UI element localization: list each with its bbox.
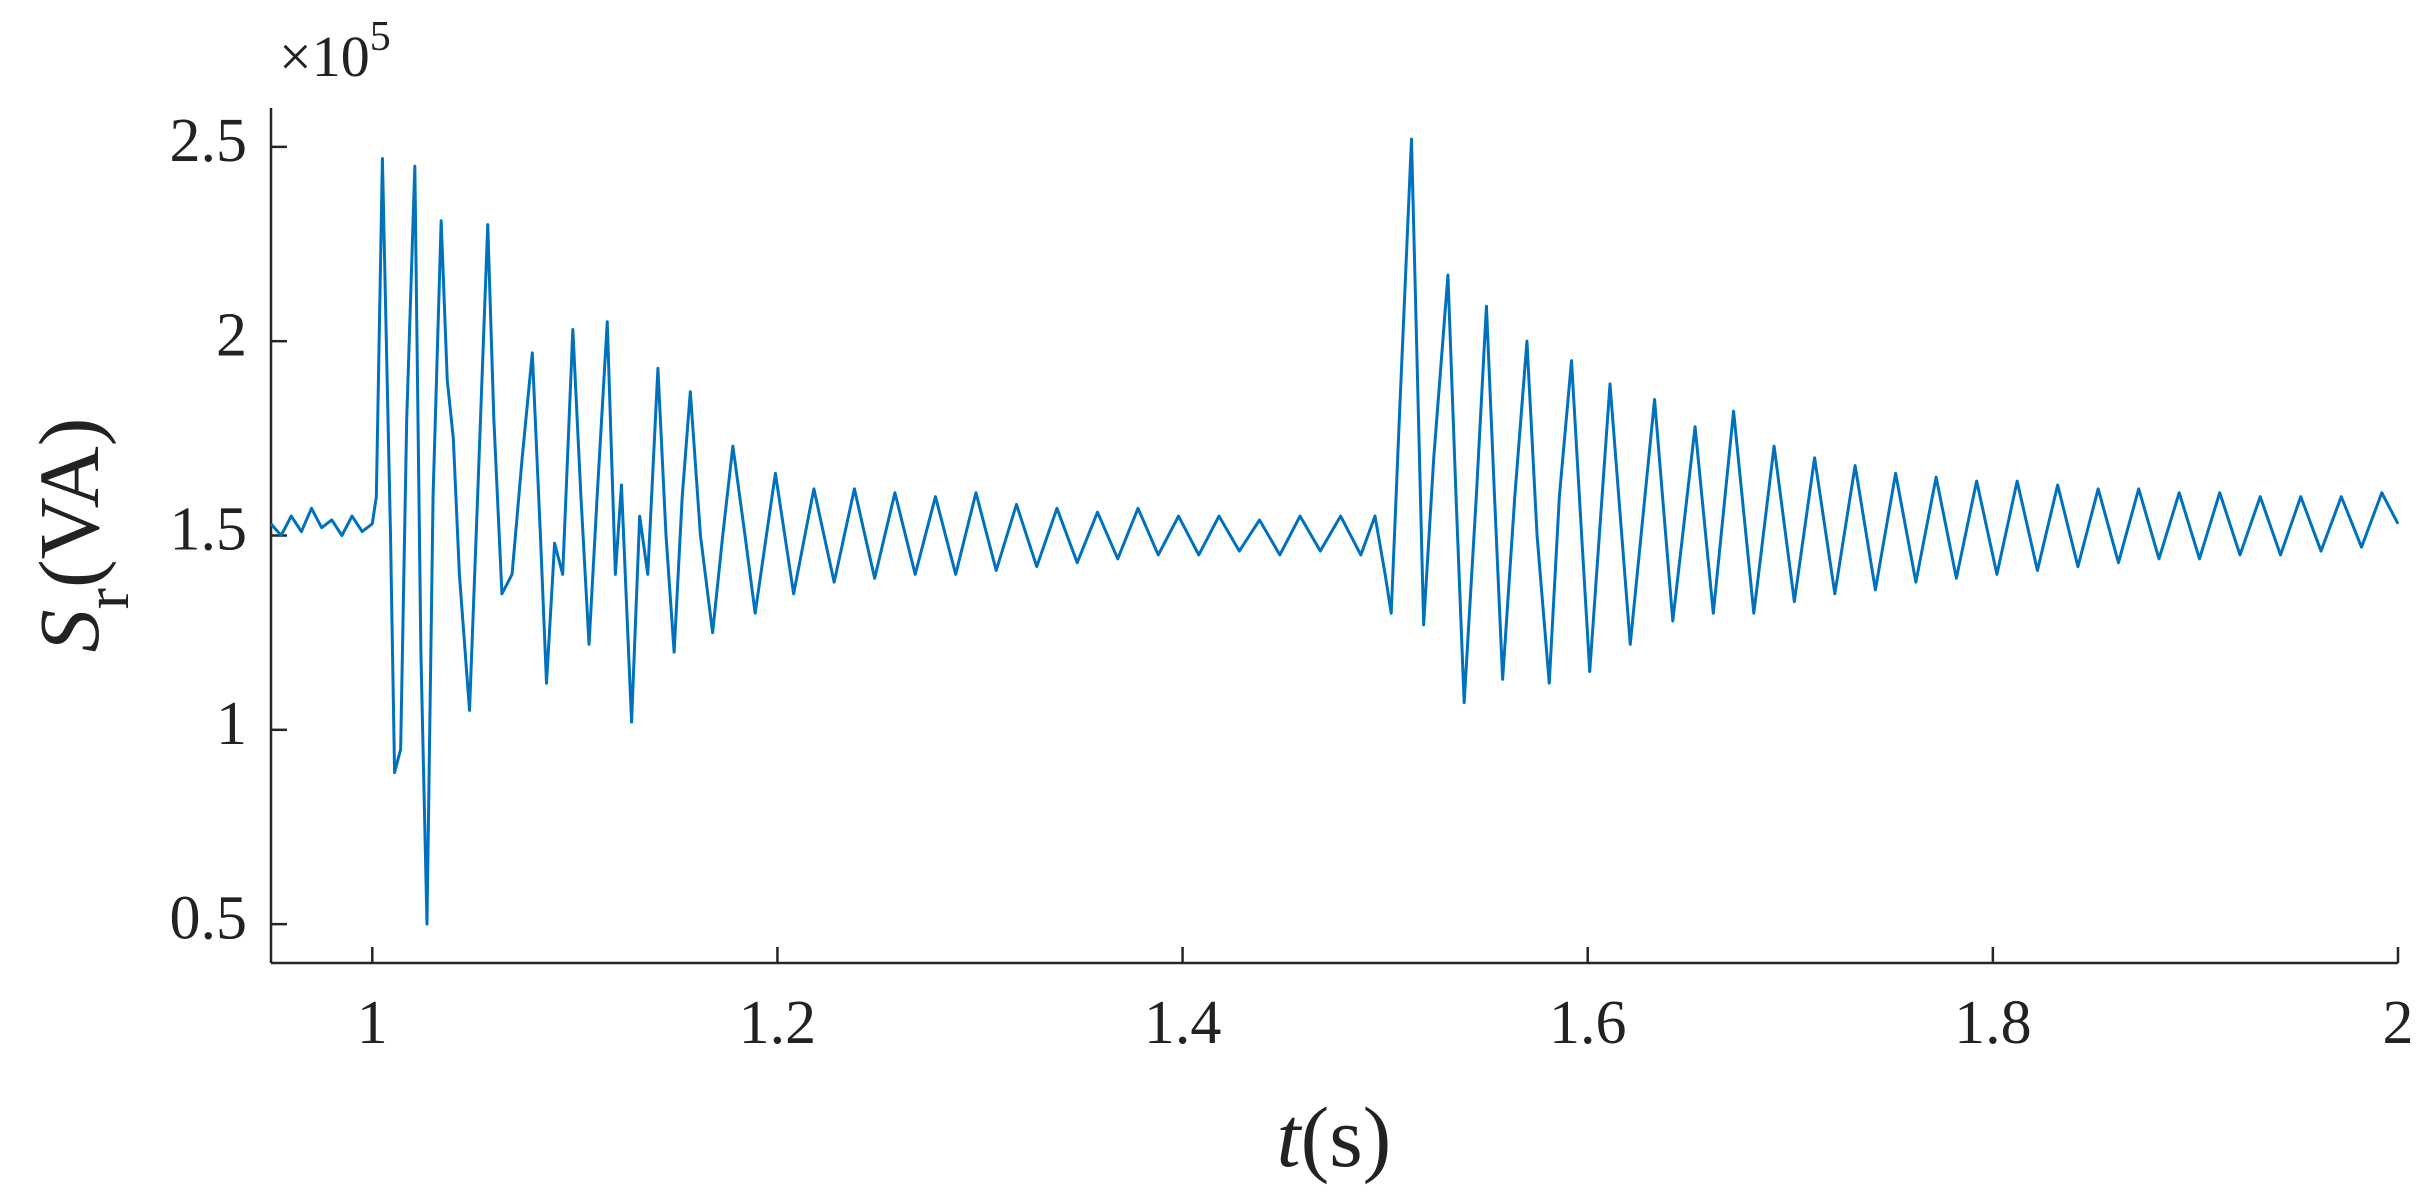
y-tick-label: 2	[216, 301, 247, 369]
data-line	[269, 137, 2400, 926]
y-label-subscript: r	[71, 588, 142, 609]
y-label-unit: (VA)	[21, 418, 117, 588]
multiplier-exponent: 5	[370, 14, 391, 60]
y-tick-label: 2.5	[170, 107, 248, 175]
y-tick-label: 0.5	[170, 884, 248, 952]
x-tick-label: 1.6	[1549, 989, 1627, 1057]
multiplier-base: ×10	[279, 24, 370, 89]
x-label-symbol: t	[1277, 1089, 1303, 1185]
y-axis-label: Sr(VA)	[21, 418, 142, 653]
x-tick-label: 2	[2383, 989, 2414, 1057]
y-multiplier: ×105	[279, 14, 391, 89]
x-axis-label: t(s)	[1277, 1089, 1392, 1185]
y-label-symbol: S	[21, 609, 117, 652]
x-tick-label: 1.2	[739, 989, 817, 1057]
x-label-unit: (s)	[1301, 1089, 1392, 1185]
x-tick-label: 1.8	[1954, 989, 2032, 1057]
x-tick-label: 1	[357, 989, 388, 1057]
x-tick-label: 1.4	[1144, 989, 1222, 1057]
y-tick-label: 1.5	[170, 496, 248, 564]
y-tick-label: 1	[216, 690, 247, 758]
